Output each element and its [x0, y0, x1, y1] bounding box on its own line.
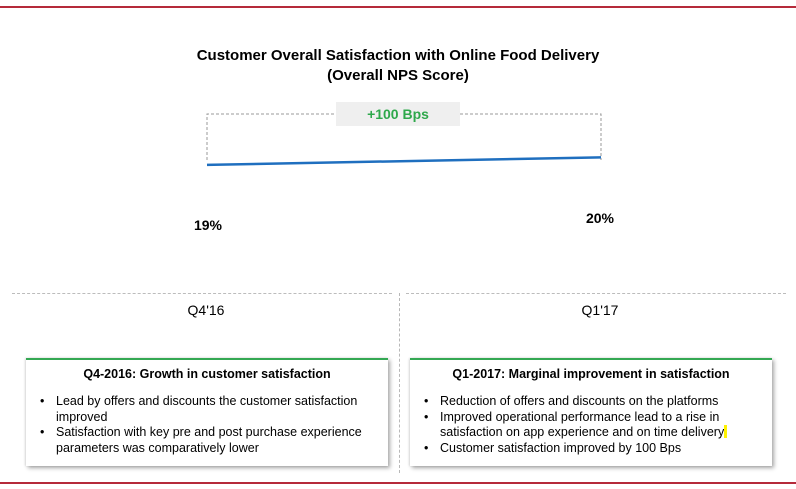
- insight-bullet: Reduction of offers and discounts on the…: [424, 394, 772, 410]
- insight-heading: Q1-2017: Marginal improvement in satisfa…: [452, 367, 730, 381]
- insight-heading: Q4-2016: Growth in customer satisfaction: [83, 367, 331, 381]
- insight-box-q4-2016: Q4-2016: Growth in customer satisfaction…: [26, 358, 388, 466]
- insight-box-q1-2017: Q1-2017: Marginal improvement in satisfa…: [410, 358, 772, 466]
- panel-top-divider-right: [406, 293, 786, 294]
- bottom-rule: [0, 482, 796, 484]
- nps-line-chart: +100 Bps 19% 20%: [194, 102, 615, 233]
- panel-top-divider-left: [12, 293, 392, 294]
- insight-bullet: Improved operational performance lead to…: [424, 409, 772, 441]
- text-cursor-highlight: [724, 425, 728, 438]
- top-rule: [0, 6, 796, 8]
- change-bracket: [206, 113, 602, 160]
- annotation-label: +100 Bps: [367, 106, 429, 122]
- data-label-q4-16: 19%: [194, 217, 223, 233]
- chart-title-block: Customer Overall Satisfaction with Onlin…: [0, 46, 796, 86]
- insight-bullet: Customer satisfaction improved by 100 Bp…: [424, 441, 772, 457]
- insight-list: Lead by offers and discounts the custome…: [26, 394, 388, 456]
- chart-title: Customer Overall Satisfaction with Onlin…: [196, 47, 600, 64]
- annotation-box: [336, 102, 460, 126]
- insight-bullet-text: Improved operational performance lead to…: [440, 409, 725, 440]
- insight-bullet: Satisfaction with key pre and post purch…: [40, 425, 388, 456]
- insight-bullet: Lead by offers and discounts the custome…: [40, 394, 388, 425]
- chart-subtitle: (Overall NPS Score): [327, 67, 469, 84]
- insight-list: Reduction of offers and discounts on the…: [410, 394, 772, 456]
- quarter-label-q4-16: Q4'16: [187, 302, 225, 318]
- data-label-q1-17: 20%: [586, 210, 615, 226]
- panel-vertical-divider: [399, 293, 400, 473]
- series-line: [206, 156, 602, 167]
- quarter-label-q1-17: Q1'17: [581, 302, 619, 318]
